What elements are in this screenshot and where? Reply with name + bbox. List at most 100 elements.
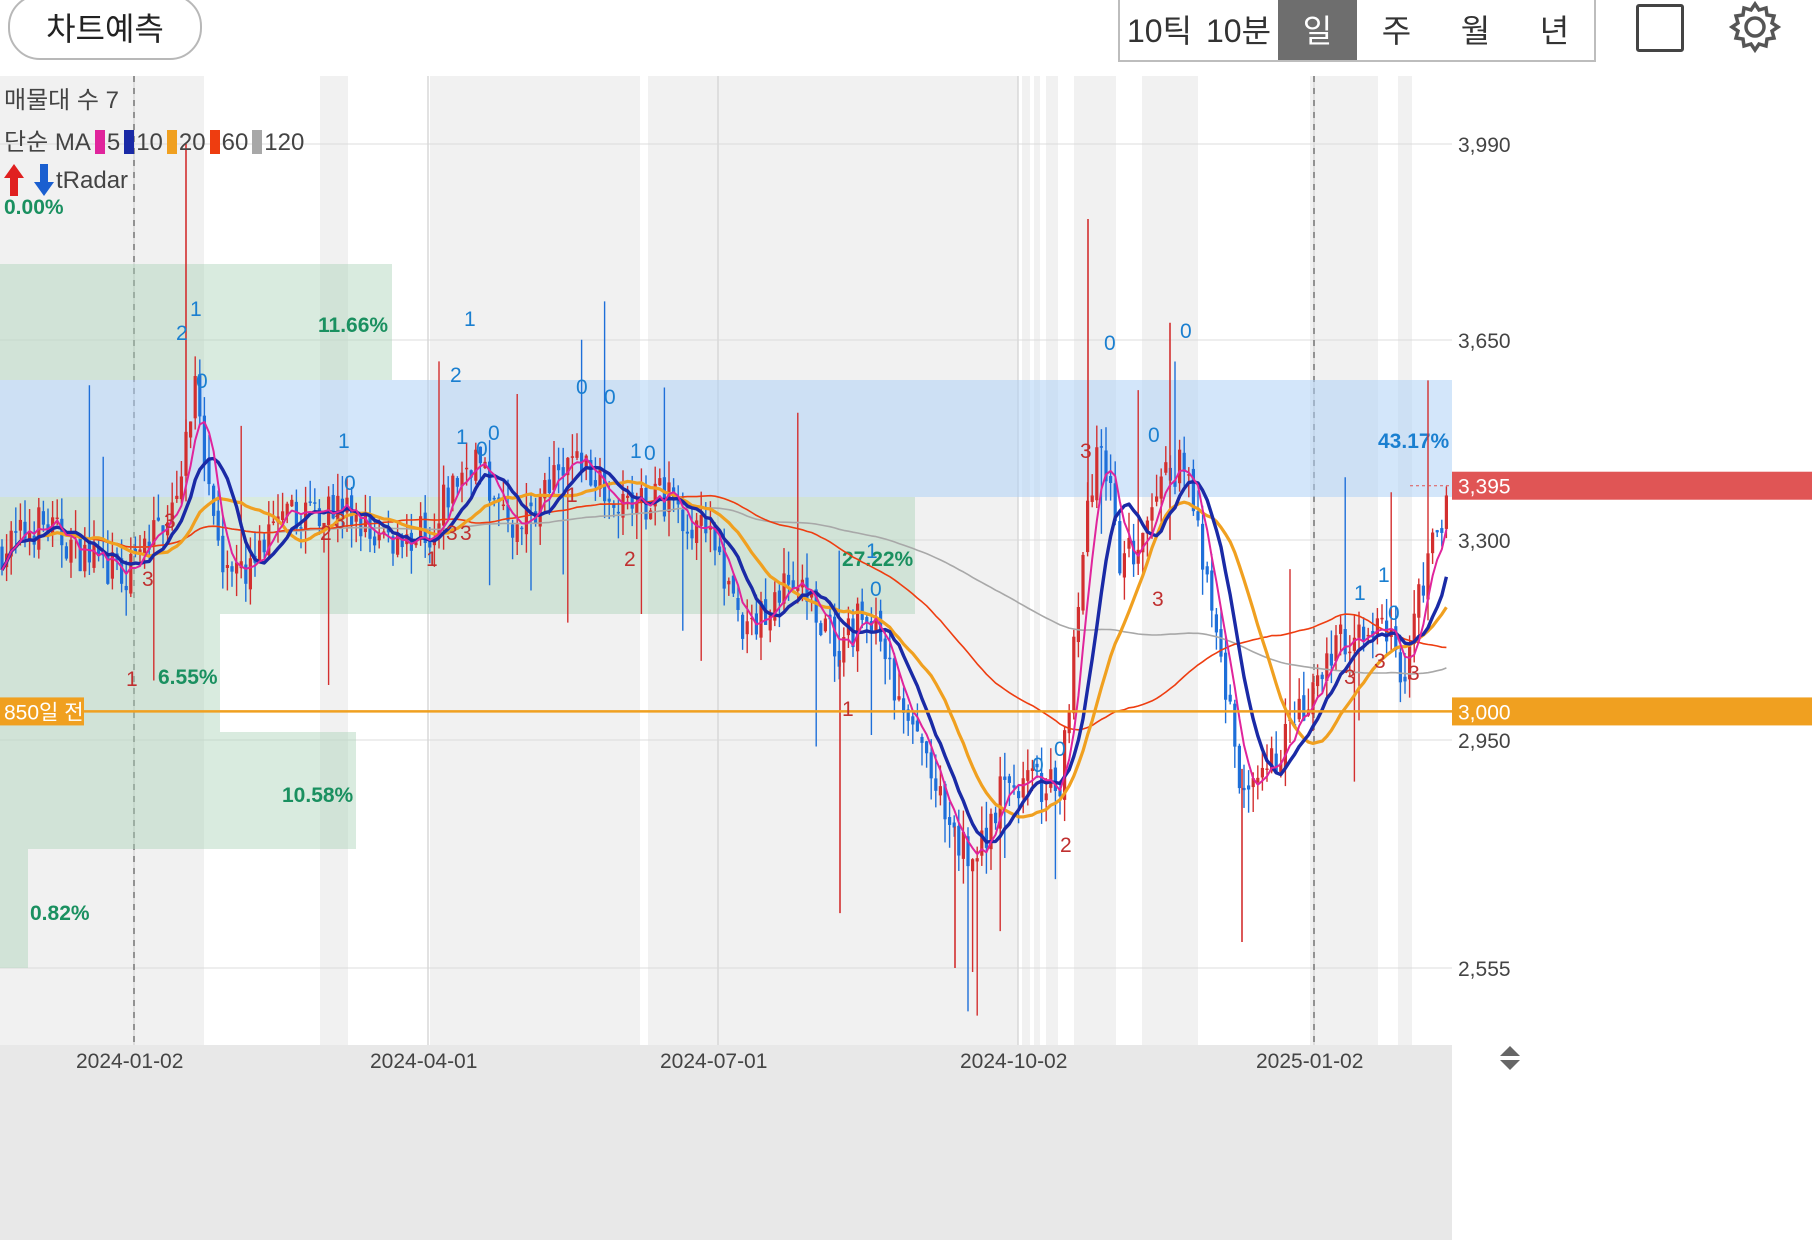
candle-body: [1081, 554, 1085, 611]
candle-body: [1127, 538, 1131, 549]
candle-body: [994, 812, 998, 824]
ma5-label: 5: [106, 129, 121, 156]
tradar-marker: 3: [334, 510, 346, 533]
date-axis-corner: [1452, 1045, 1812, 1240]
period-10min[interactable]: 10분: [1205, 13, 1272, 49]
candle-body: [478, 446, 482, 464]
period-month[interactable]: 월: [1460, 13, 1491, 49]
candle-body: [120, 558, 124, 584]
candle-body: [980, 830, 984, 856]
period-week[interactable]: 주: [1381, 13, 1412, 49]
candle-body: [1040, 772, 1044, 802]
candle-body: [9, 530, 13, 557]
candle-body: [1191, 468, 1195, 512]
candle-body: [1403, 676, 1407, 682]
candle-body: [1109, 476, 1113, 483]
candle-body: [474, 449, 478, 481]
period-year[interactable]: 년: [1539, 13, 1570, 49]
volume-profile-label: 11.66%: [318, 314, 388, 337]
period-day[interactable]: 일: [1278, 0, 1357, 60]
candle-body: [97, 546, 101, 557]
candle-body: [911, 716, 915, 725]
candle-body: [271, 521, 275, 523]
candle-body: [593, 480, 597, 487]
tradar-marker: 1: [464, 308, 476, 331]
ma60-swatch: [209, 130, 220, 154]
candle-body: [1017, 791, 1021, 799]
tradar-marker: 1: [566, 484, 578, 507]
candle-body: [865, 617, 869, 623]
candle-body: [759, 601, 763, 638]
candle-body: [391, 536, 395, 554]
candle-body: [400, 538, 404, 548]
candle-body: [1136, 549, 1140, 564]
candle-body: [566, 457, 570, 476]
candle-body: [396, 534, 400, 555]
candle-body: [377, 533, 381, 541]
candle-body: [1182, 452, 1186, 472]
candle-body: [883, 638, 887, 660]
gear-icon[interactable]: [1728, 0, 1782, 54]
period-selector: 10틱 10분 일 주 월 년: [1118, 0, 1596, 62]
candle-body: [630, 492, 634, 509]
candle-body: [156, 517, 160, 521]
candle-body: [1357, 624, 1361, 638]
price-chart[interactable]: 0.00% 11.66% 43.17% 27.22% 6.55% 10.58% 0.82% 8…: [0, 76, 1812, 1240]
date-axis-tick: 2025-01-02: [1256, 1050, 1363, 1073]
candle-body: [1247, 785, 1251, 790]
candle-body: [1431, 532, 1435, 554]
candle-body: [1348, 651, 1352, 654]
reference-note-box: [0, 697, 84, 726]
volume-profile-box: [0, 264, 392, 380]
tradar-marker: 0: [1180, 320, 1192, 343]
candle-body: [101, 553, 105, 556]
price-axis-tick: 2,555: [1458, 958, 1511, 981]
candle-body: [1260, 767, 1264, 778]
period-10tick[interactable]: 10틱: [1126, 13, 1193, 49]
date-axis-tick: 2024-07-01: [660, 1050, 767, 1073]
holiday-column: [1198, 76, 1310, 1046]
candle-body: [1104, 450, 1108, 482]
candle-body: [1030, 768, 1034, 772]
candle-body: [1311, 682, 1315, 715]
tradar-marker: 2: [450, 364, 462, 387]
chart-predict-button[interactable]: 차트예측: [8, 0, 202, 60]
candle-body: [957, 825, 961, 856]
volume-profile-label: 6.55%: [158, 666, 218, 689]
candle-body: [1210, 570, 1214, 611]
candle-body: [55, 517, 59, 520]
date-axis-tick: 2024-10-02: [960, 1050, 1067, 1073]
candle-body: [1155, 496, 1159, 502]
candle-body: [1095, 447, 1099, 501]
tradar-label: tRadar: [56, 167, 129, 194]
candle-body: [1274, 753, 1278, 773]
candle-body: [584, 455, 588, 469]
candle-body: [612, 504, 616, 508]
candle-body: [984, 827, 988, 848]
candle-body: [1026, 770, 1030, 781]
candle-body: [515, 524, 519, 542]
candle-body: [221, 535, 225, 573]
candle-body: [621, 493, 625, 518]
price-axis-area: [1452, 76, 1812, 1045]
candle-body: [649, 510, 653, 520]
candle-body: [741, 614, 745, 639]
candle-body: [1398, 652, 1402, 683]
candle-body: [662, 477, 666, 517]
candle-body: [607, 498, 611, 502]
holiday-column: [1018, 76, 1022, 1046]
date-axis-tick: 2024-04-01: [370, 1050, 477, 1073]
tradar-marker: 0: [196, 370, 208, 393]
candle-body: [791, 580, 795, 590]
tradar-marker: 1: [1378, 564, 1390, 587]
candle-body: [354, 514, 358, 522]
candle-body: [267, 524, 271, 556]
candle-body: [1325, 653, 1329, 681]
holiday-column: [348, 76, 430, 1046]
candle-body: [948, 817, 952, 825]
candle-body: [446, 487, 450, 508]
candle-body: [138, 549, 142, 553]
fullscreen-square-icon[interactable]: [1636, 4, 1684, 52]
holiday-column: [1378, 76, 1398, 1046]
tradar-marker: 0: [604, 386, 616, 409]
